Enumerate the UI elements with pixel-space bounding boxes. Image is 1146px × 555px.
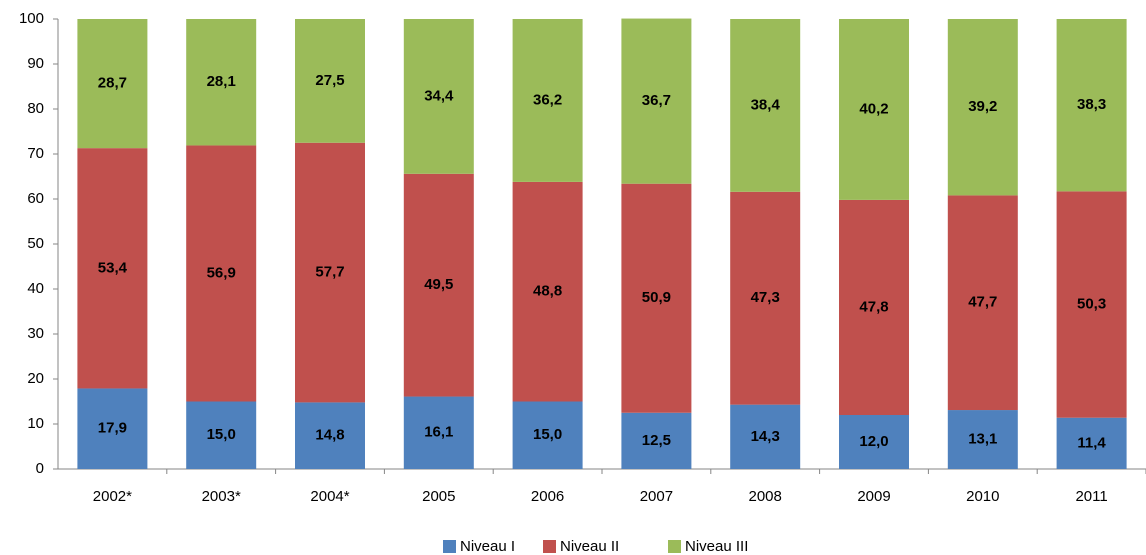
bar-segment [295, 19, 365, 143]
x-tick-label: 2003* [202, 488, 241, 505]
value-label: 47,7 [968, 294, 997, 311]
y-tick-label: 10 [27, 415, 44, 432]
bar-segment [730, 404, 801, 469]
bar-segment [947, 19, 1018, 196]
bar-segment [947, 195, 1018, 411]
bar-segment [730, 191, 801, 405]
bar-segment [1056, 191, 1127, 418]
value-label: 14,8 [315, 427, 344, 444]
bar-segment [403, 19, 474, 174]
bar-segment [512, 181, 583, 402]
bar-segment [839, 19, 909, 200]
legend-swatch [668, 540, 681, 553]
value-label: 47,8 [859, 298, 888, 315]
bar-segment [403, 173, 474, 397]
legend-swatch [543, 540, 556, 553]
value-label: 12,0 [859, 433, 888, 450]
y-tick-label: 100 [19, 10, 44, 27]
y-tick-label: 90 [27, 55, 44, 72]
x-tick-label: 2008 [749, 488, 782, 505]
y-tick-label: 30 [27, 325, 44, 342]
bar-segment [295, 142, 365, 403]
x-tick-label: 2011 [1075, 488, 1107, 505]
y-tick-label: 50 [27, 235, 44, 252]
legend-label: Niveau II [560, 538, 619, 555]
value-label: 50,9 [642, 289, 671, 306]
value-label: 56,9 [207, 264, 236, 281]
value-label: 36,2 [533, 91, 562, 108]
bar-segment [621, 412, 692, 469]
x-tick-label: 2010 [966, 488, 999, 505]
legend-swatch [443, 540, 456, 553]
x-tick-label: 2002* [93, 488, 132, 505]
bar-segment [186, 145, 257, 402]
x-tick-label: 2006 [531, 488, 564, 505]
bar-segment [77, 148, 148, 389]
value-label: 36,7 [642, 92, 671, 109]
value-label: 16,1 [424, 424, 453, 441]
value-label: 28,7 [98, 75, 127, 92]
bar-segment [77, 19, 148, 149]
bar-segment [77, 388, 148, 469]
y-tick-label: 0 [36, 460, 44, 477]
value-label: 53,4 [98, 259, 128, 276]
value-label: 50,3 [1077, 295, 1106, 312]
bar-segment [839, 415, 909, 469]
value-label: 11,4 [1077, 434, 1106, 451]
legend-label: Niveau I [460, 538, 515, 555]
x-tick-label: 2004* [310, 488, 349, 505]
bar-segment [403, 396, 474, 469]
bar-segment [947, 410, 1018, 469]
value-label: 34,4 [424, 87, 454, 104]
bar-segment [512, 401, 583, 469]
value-label: 17,9 [98, 420, 127, 437]
value-label: 12,5 [642, 432, 671, 449]
x-tick-label: 2007 [640, 488, 673, 505]
value-label: 40,2 [859, 100, 888, 117]
y-tick-label: 20 [27, 370, 44, 387]
value-label: 15,0 [207, 426, 236, 443]
value-label: 47,3 [751, 289, 780, 306]
x-tick-label: 2009 [857, 488, 890, 505]
y-tick-label: 60 [27, 190, 44, 207]
value-label: 38,3 [1077, 96, 1106, 113]
bar-segment [186, 401, 257, 469]
value-label: 27,5 [315, 72, 344, 89]
bar-segment [621, 183, 692, 413]
bar-segment [512, 19, 583, 182]
legend-label: Niveau III [685, 538, 748, 555]
bar-segment [730, 19, 801, 192]
x-tick-label: 2005 [422, 488, 455, 505]
value-label: 28,1 [207, 73, 236, 90]
y-tick-label: 40 [27, 280, 44, 297]
y-tick-label: 80 [27, 100, 44, 117]
bar-segment [1056, 417, 1127, 469]
value-label: 57,7 [315, 264, 344, 281]
value-label: 38,4 [751, 96, 781, 113]
value-label: 39,2 [968, 98, 997, 115]
bar-segment [295, 402, 365, 469]
value-label: 48,8 [533, 283, 562, 300]
value-label: 13,1 [968, 430, 997, 447]
bar-segment [621, 18, 692, 184]
y-tick-label: 70 [27, 145, 44, 162]
value-label: 14,3 [751, 428, 780, 445]
bar-segment [1056, 19, 1127, 192]
bar-segment [839, 199, 909, 415]
value-label: 15,0 [533, 426, 562, 443]
bar-segment [186, 19, 257, 146]
value-label: 49,5 [424, 276, 453, 293]
